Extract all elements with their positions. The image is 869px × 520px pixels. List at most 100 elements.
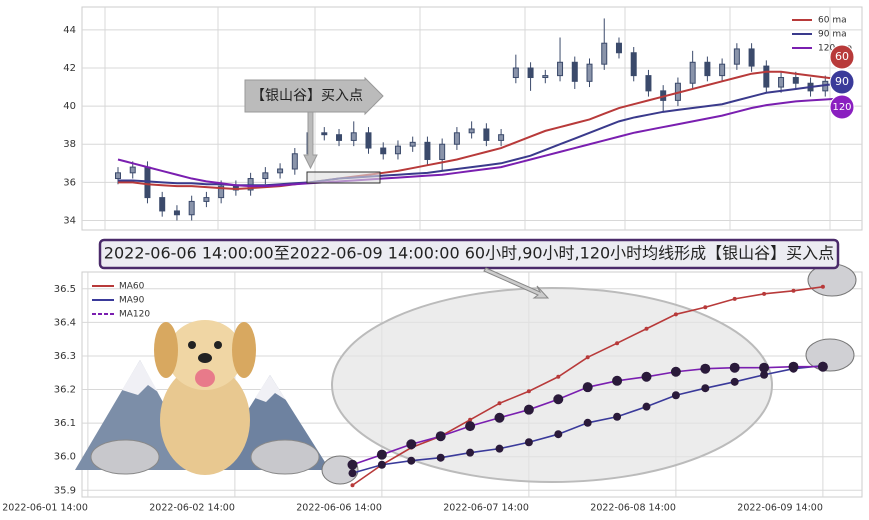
ma-point — [760, 370, 769, 379]
ma-point — [703, 305, 708, 310]
dog-body — [160, 365, 250, 475]
ma-point — [348, 469, 357, 478]
x-tick-label: 2022-06-02 14:00 — [149, 503, 235, 514]
legend-label: MA90 — [119, 296, 145, 306]
ma-point — [468, 417, 473, 422]
y-tick-label: 36.0 — [54, 452, 76, 463]
candle-body — [409, 141, 416, 147]
ma-point — [435, 431, 446, 442]
banner-text: 2022-06-06 14:00:00至2022-06-09 14:00:00 … — [104, 244, 834, 263]
ma-point — [465, 421, 476, 432]
decoration — [75, 263, 857, 485]
mountain-snow — [255, 375, 286, 402]
dog-ear — [154, 322, 178, 378]
legend-label: MA120 — [119, 310, 150, 320]
ma-point — [556, 374, 561, 379]
ma-point — [526, 389, 531, 394]
ma-point — [436, 453, 445, 462]
candle-body — [203, 197, 210, 202]
ma-point — [612, 375, 623, 386]
ma-point — [762, 291, 767, 296]
ma-point — [524, 438, 533, 447]
ma-point — [407, 456, 416, 465]
ma-point — [671, 391, 680, 400]
ma-point — [642, 402, 651, 411]
candle-body — [277, 168, 284, 174]
candle-body — [262, 172, 269, 180]
candle-body — [527, 67, 534, 79]
dog-nose — [198, 353, 212, 363]
ingot — [250, 439, 320, 475]
candle-body — [394, 145, 401, 155]
buy-arrow-box — [244, 76, 384, 116]
ma-point — [347, 459, 358, 470]
ma-point — [759, 362, 770, 373]
ma-point — [670, 366, 681, 377]
candle-body — [704, 61, 711, 77]
x-tick-label: 2022-06-07 14:00 — [443, 503, 529, 514]
candle-body — [468, 128, 475, 134]
ma-point — [788, 361, 799, 372]
buy-point-label: 【银山谷】买入点 — [251, 88, 363, 104]
x-tick-label: 2022-06-01 14:00 — [2, 503, 88, 514]
candle-body — [630, 52, 637, 77]
ma-point — [497, 401, 502, 406]
y-tick-label: 40 — [63, 101, 76, 112]
ma-point — [350, 483, 355, 488]
top-plot-area — [81, 6, 863, 231]
y-tick-label: 42 — [63, 63, 76, 74]
ma-point — [523, 404, 534, 415]
candle-body — [557, 61, 564, 77]
ma-point — [613, 412, 622, 421]
candle-body — [719, 63, 726, 77]
ma-point — [817, 361, 828, 372]
ma-point — [583, 418, 592, 427]
candle-body — [129, 166, 136, 174]
ma-point — [615, 341, 620, 346]
ma-point — [644, 326, 649, 331]
badge-label: 60 — [835, 50, 849, 63]
candle-body — [365, 132, 372, 149]
highlight-box — [306, 171, 381, 184]
candle-body — [173, 210, 180, 216]
candle-body — [733, 48, 740, 65]
legend-label: 90 ma — [818, 30, 847, 40]
candle-body — [586, 63, 593, 82]
ma-point — [585, 355, 590, 360]
banner-arrow — [483, 267, 550, 299]
candle-body — [439, 143, 446, 160]
ma-point — [820, 284, 825, 289]
ma-point — [582, 382, 593, 393]
candle-body — [615, 42, 622, 54]
y-tick-label: 36.2 — [54, 385, 76, 396]
dog-tongue — [195, 369, 215, 387]
down-arrow — [303, 111, 318, 170]
candle-body — [188, 200, 195, 216]
candle-body — [350, 132, 357, 141]
x-tick-label: 2022-06-09 14:00 — [737, 503, 823, 514]
ma-point — [701, 384, 710, 393]
candle-body — [291, 153, 298, 170]
ma-point — [700, 363, 711, 374]
badge-label: 90 — [835, 75, 849, 88]
ma-point — [495, 444, 504, 453]
ma-line — [117, 97, 841, 188]
badge — [829, 94, 855, 120]
y-tick-label: 36.4 — [54, 317, 76, 328]
candle-body — [115, 172, 121, 180]
candle-body — [778, 77, 785, 88]
ma-point — [553, 394, 564, 405]
y-tick-label: 38 — [63, 139, 76, 150]
ma-point — [673, 312, 678, 317]
candle-body — [748, 48, 755, 67]
badge — [829, 44, 855, 70]
candle-body — [483, 128, 490, 141]
bottom-chart: MA60 MA90 MA120 — [92, 282, 828, 488]
legend-label: MA60 — [119, 282, 145, 292]
ma-point — [377, 460, 386, 469]
mountain-snow — [122, 360, 158, 395]
ma-line — [118, 70, 841, 191]
candle-body — [336, 134, 343, 141]
